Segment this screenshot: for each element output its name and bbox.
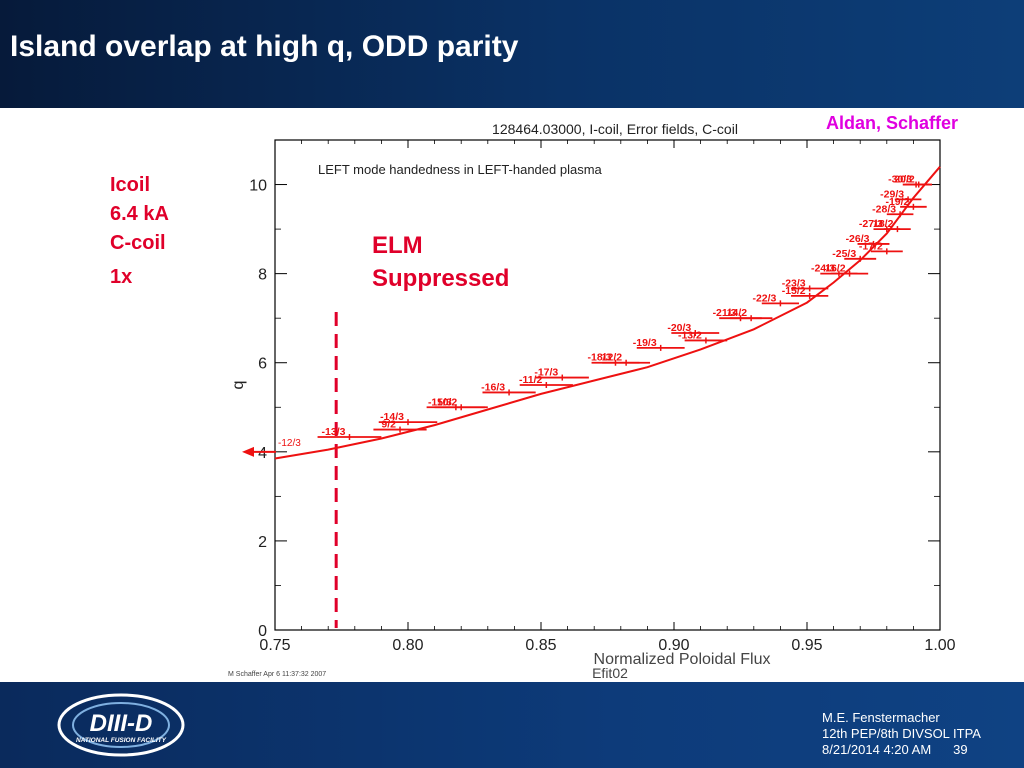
footer-author: M.E. Fenstermacher <box>822 710 940 725</box>
island-markers: -13/39/2-14/3-15/310/2-16/3-11/2-17/3-18… <box>317 174 933 440</box>
x-tick-label: 0.95 <box>791 637 822 654</box>
coil-info: Icoil 6.4 kA C-coil 1x <box>110 171 169 292</box>
y-tick-label: 6 <box>258 356 267 373</box>
logo-sub-text: NATIONAL FUSION FACILITY <box>76 737 167 744</box>
island-label: -18/3 <box>588 352 612 364</box>
slide-footer <box>0 682 1024 768</box>
coil-line-ccoil: C-coil <box>110 232 166 254</box>
slide-header: Island overlap at high q, ODD parity <box>0 0 1024 108</box>
q-profile-chart: 0.75 0.80 0.85 0.90 0.95 1.00 0 2 4 6 8 10 128464.… <box>228 121 956 681</box>
island-label: -20/3 <box>667 322 691 334</box>
page-number: 39 <box>953 742 968 757</box>
chart-title: 128464.03000, I-coil, Error fields, C-co… <box>492 121 738 137</box>
footer-info: M.E. Fenstermacher 12th PEP/8th DIVSOL I… <box>822 710 981 758</box>
footer-meeting: 12th PEP/8th DIVSOL ITPA <box>822 726 981 741</box>
island-label: -23/3 <box>782 277 806 289</box>
island-label: 12/2 <box>602 352 623 364</box>
edge-arrow-icon <box>242 446 276 457</box>
y-axis-ticks: 0 2 4 6 8 10 <box>249 139 940 640</box>
island-label: -22/3 <box>752 292 776 304</box>
x-axis-label-2: Efit02 <box>592 665 628 681</box>
plot-frame <box>274 139 941 631</box>
y-axis-label: q <box>230 381 247 390</box>
y-tick-label: 10 <box>249 178 267 195</box>
chart-subtitle: LEFT mode handedness in LEFT-handed plas… <box>318 162 603 177</box>
slide-title: Island overlap at high q, ODD parity <box>10 30 519 63</box>
elm-status: ELM Suppressed <box>372 229 509 295</box>
x-axis-ticks: 0.75 0.80 0.85 0.90 0.95 1.00 <box>259 140 956 654</box>
logo-main-text: DIII-D <box>90 710 153 737</box>
island-label: -27/3 <box>859 218 883 230</box>
island-label: 18/2 <box>873 218 894 230</box>
authors-credit: Aldan, Schaffer <box>826 113 959 133</box>
island-label: 16/2 <box>825 263 846 275</box>
island-label: -14/3 <box>380 411 404 423</box>
diii-d-logo-icon: DIII-D NATIONAL FUSION FACILITY <box>57 693 185 757</box>
island-label: -24/3 <box>811 263 835 275</box>
island-label: 20/2 <box>894 174 915 186</box>
y-tick-label: 2 <box>258 534 267 551</box>
island-label: -19/3 <box>633 337 657 349</box>
island-label: -25/3 <box>832 248 856 260</box>
island-label: -13/3 <box>322 426 346 438</box>
coil-line-multiplier: 1x <box>110 266 133 288</box>
elm-line-2: Suppressed <box>372 265 510 292</box>
island-label: -16/3 <box>481 381 505 393</box>
x-tick-label: 0.85 <box>525 637 556 654</box>
x-tick-label: 0.75 <box>259 637 290 654</box>
x-tick-label: 0.80 <box>392 637 423 654</box>
coil-line-icoil: Icoil <box>110 174 151 196</box>
edge-arrow-label: -12/3 <box>278 438 301 449</box>
island-label: -17/3 <box>534 367 558 379</box>
island-label: -26/3 <box>846 233 870 245</box>
footer-date: 8/21/2014 4:20 AM <box>822 742 932 757</box>
x-axis-label: Normalized Poloidal Flux <box>594 651 771 668</box>
island-label: 10/2 <box>437 396 458 408</box>
chart-footnote: M Schaffer Apr 6 11:37:32 2007 <box>228 671 326 678</box>
q-profile-line <box>274 166 941 460</box>
island-label: -21/3 <box>713 307 737 319</box>
coil-line-current: 6.4 kA <box>110 203 169 225</box>
island-label: -30/3 <box>888 174 912 186</box>
footer-date-line: 8/21/2014 4:20 AM 39 <box>822 742 981 758</box>
edge-arrow-head <box>242 446 254 457</box>
island-label: -15/3 <box>428 396 452 408</box>
y-tick-label: 8 <box>258 267 267 284</box>
elm-line-1: ELM <box>372 232 423 259</box>
y-tick-label: 4 <box>258 445 267 462</box>
island-label: 14/2 <box>727 307 748 319</box>
y-tick-label: 0 <box>258 623 267 640</box>
island-label: -13/2 <box>678 329 702 341</box>
x-tick-label: 0.90 <box>658 637 689 654</box>
island-label: -29/3 <box>880 188 904 200</box>
island-label: -28/3 <box>872 203 896 215</box>
x-tick-label: 1.00 <box>924 637 955 654</box>
